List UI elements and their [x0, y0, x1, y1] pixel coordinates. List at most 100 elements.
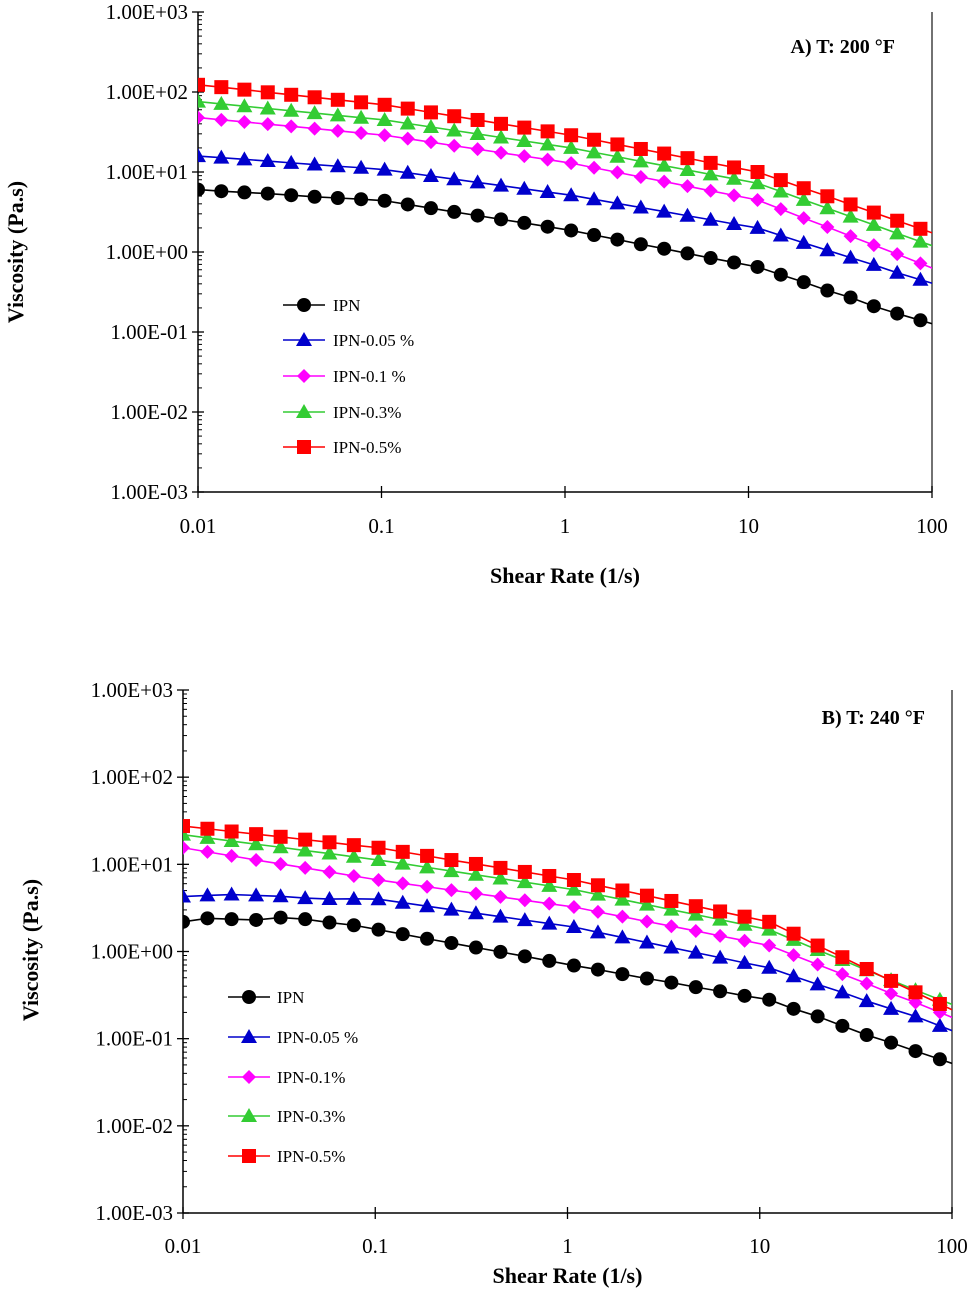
- data-point: [540, 219, 555, 234]
- data-point: [680, 151, 695, 166]
- data-point: [297, 890, 314, 905]
- data-point: [773, 173, 788, 188]
- data-point: [859, 1028, 874, 1043]
- data-point: [492, 870, 509, 885]
- data-point: [663, 901, 680, 916]
- data-point: [198, 77, 205, 92]
- data-point: [587, 160, 602, 175]
- data-point: [444, 936, 459, 951]
- data-point: [834, 984, 851, 999]
- y-tick-label: 1.00E+03: [106, 0, 188, 24]
- data-point: [931, 1017, 948, 1032]
- y-tick-label: 1.00E-02: [95, 1114, 173, 1138]
- data-point: [183, 914, 190, 929]
- data-point: [493, 177, 510, 192]
- data-point: [749, 219, 766, 234]
- data-point: [835, 967, 850, 982]
- data-point: [796, 211, 811, 226]
- data-point: [297, 842, 314, 857]
- data-point: [444, 853, 459, 868]
- data-point: [259, 153, 276, 168]
- series-line: [198, 155, 932, 285]
- data-point: [865, 216, 882, 231]
- data-point: [610, 232, 625, 247]
- data-point: [883, 1000, 900, 1015]
- y-tick-label: 1.00E-03: [95, 1201, 173, 1225]
- data-point: [712, 911, 729, 926]
- data-point: [400, 197, 415, 212]
- data-point: [423, 105, 438, 120]
- data-point: [371, 840, 386, 855]
- data-point: [736, 954, 753, 969]
- data-point: [516, 874, 533, 889]
- data-point: [353, 159, 370, 174]
- data-point: [447, 109, 462, 124]
- data-point: [345, 890, 362, 905]
- data-point: [493, 889, 508, 904]
- data-point: [214, 80, 229, 95]
- data-point: [736, 916, 753, 931]
- data-point: [272, 839, 289, 854]
- data-point: [632, 153, 649, 168]
- data-point: [283, 154, 300, 169]
- legend-item: IPN-0.3%: [283, 403, 401, 422]
- data-point: [858, 993, 875, 1008]
- data-point: [820, 220, 835, 235]
- data-point: [376, 111, 393, 126]
- series-1: [198, 148, 932, 286]
- data-point: [371, 922, 386, 937]
- x-tick-label: 0.1: [368, 514, 394, 538]
- data-point: [566, 958, 581, 973]
- data-point: [842, 249, 859, 264]
- data-point: [237, 185, 252, 200]
- data-point: [835, 950, 850, 965]
- data-point: [657, 174, 672, 189]
- chart-title: A) T: 200 °F: [791, 36, 895, 58]
- data-point: [688, 923, 703, 938]
- y-tick-label: 1.00E+01: [106, 160, 188, 184]
- data-point: [542, 868, 557, 883]
- series-3: [183, 826, 952, 1006]
- data-point: [516, 180, 533, 195]
- data-point: [237, 114, 252, 129]
- y-tick-label: 1.00E+01: [91, 852, 173, 876]
- data-point: [772, 183, 789, 198]
- data-point: [346, 868, 361, 883]
- data-point: [664, 893, 679, 908]
- data-point: [639, 914, 654, 929]
- data-point: [516, 912, 533, 927]
- legend-label: IPN: [277, 988, 304, 1007]
- legend-marker: [242, 990, 256, 1004]
- data-point: [346, 918, 361, 933]
- data-point: [198, 110, 205, 125]
- y-tick-label: 1.00E+00: [106, 240, 188, 264]
- chart-b: 1.00E-03 1.00E-02 1.00E-01 1.00E+00 1.00E+01…: [18, 678, 968, 1288]
- data-point: [772, 227, 789, 242]
- data-point: [750, 259, 765, 274]
- data-point: [493, 860, 508, 875]
- data-point: [322, 864, 337, 879]
- series-3: [198, 93, 932, 248]
- data-point: [345, 848, 362, 863]
- data-point: [712, 949, 729, 964]
- data-point: [400, 131, 415, 146]
- data-point: [517, 215, 532, 230]
- data-point: [762, 914, 777, 929]
- data-point: [399, 115, 416, 130]
- data-point: [890, 213, 905, 228]
- data-point: [223, 886, 240, 901]
- data-point: [354, 192, 369, 207]
- data-point: [467, 866, 484, 881]
- data-point: [298, 832, 313, 847]
- data-point: [866, 238, 881, 253]
- data-point: [469, 174, 486, 189]
- data-point: [224, 824, 239, 839]
- legend-marker: [241, 1108, 257, 1122]
- data-point: [679, 207, 696, 222]
- data-point: [223, 833, 240, 848]
- data-point: [913, 256, 928, 271]
- data-point: [447, 138, 462, 153]
- data-point: [657, 146, 672, 161]
- data-point: [727, 188, 742, 203]
- data-point: [284, 87, 299, 102]
